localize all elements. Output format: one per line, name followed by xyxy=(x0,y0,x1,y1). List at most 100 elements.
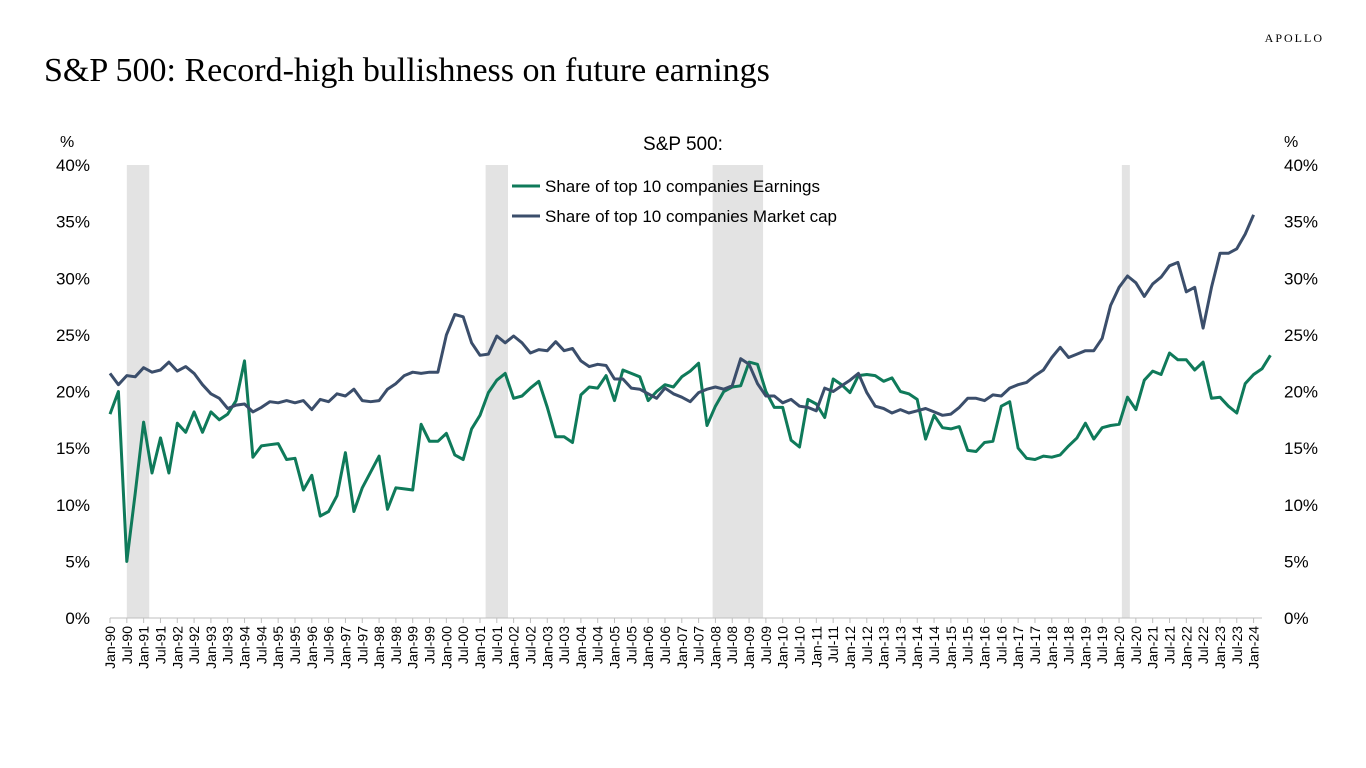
x-tick-label: Jan-11 xyxy=(808,626,824,668)
x-tick-label: Jul-12 xyxy=(859,626,875,664)
x-tick-label: Jul-11 xyxy=(825,626,841,663)
x-tick-label: Jul-93 xyxy=(220,626,236,664)
legend-label: Share of top 10 companies Market cap xyxy=(545,207,837,226)
y-axis-unit-left: % xyxy=(60,134,74,151)
x-tick-label: Jul-16 xyxy=(993,626,1009,664)
recession-band xyxy=(1121,165,1130,618)
y-tick-label-left: 25% xyxy=(56,326,90,345)
x-tick-label: Jul-00 xyxy=(455,626,471,664)
x-tick-label: Jan-02 xyxy=(506,626,522,669)
x-tick-label: Jul-14 xyxy=(926,626,942,664)
y-tick-label-left: 5% xyxy=(65,552,90,571)
x-tick-label: Jan-93 xyxy=(203,626,219,669)
x-tick-label: Jan-10 xyxy=(775,626,791,669)
x-tick-label: Jul-09 xyxy=(758,626,774,664)
x-tick-label: Jan-07 xyxy=(674,626,690,669)
x-tick-label: Jan-05 xyxy=(607,626,623,669)
x-tick-label: Jan-09 xyxy=(741,626,757,669)
x-tick-label: Jul-01 xyxy=(489,626,505,664)
x-tick-label: Jan-01 xyxy=(472,626,488,669)
page-title: S&P 500: Record-high bullishness on futu… xyxy=(44,52,770,89)
x-tick-label: Jul-96 xyxy=(321,626,337,664)
y-tick-label-right: 35% xyxy=(1284,213,1318,232)
y-tick-label-left: 10% xyxy=(56,496,90,515)
x-tick-label: Jan-03 xyxy=(539,626,555,669)
x-tick-label: Jan-90 xyxy=(102,626,118,669)
y-tick-label-right: 20% xyxy=(1284,383,1318,402)
recession-bands xyxy=(126,165,1130,618)
recession-band xyxy=(485,165,509,618)
legend: Share of top 10 companies Earnings Share … xyxy=(512,177,837,226)
x-tick-label: Jan-24 xyxy=(1246,626,1262,669)
y-tick-label-right: 10% xyxy=(1284,496,1318,515)
x-tick-label: Jan-17 xyxy=(1010,626,1026,669)
x-tick-label: Jan-23 xyxy=(1212,626,1228,669)
earnings-share-line xyxy=(108,351,1272,563)
x-tick-label: Jul-91 xyxy=(152,626,168,664)
x-tick-label: Jan-91 xyxy=(136,626,152,669)
x-tick-label: Jan-16 xyxy=(977,626,993,669)
x-tick-label: Jan-04 xyxy=(573,626,589,669)
x-tick-label: Jul-20 xyxy=(1128,626,1144,664)
y-tick-label-right: 25% xyxy=(1284,326,1318,345)
y-tick-label-left: 15% xyxy=(56,439,90,458)
x-tick-label: Jul-97 xyxy=(354,626,370,664)
y-tick-label-left: 35% xyxy=(56,213,90,232)
x-tick-label: Jan-20 xyxy=(1111,626,1127,669)
x-tick-label: Jul-90 xyxy=(119,626,135,664)
x-tick-label: Jan-95 xyxy=(270,626,286,669)
x-tick-label: Jul-92 xyxy=(186,626,202,664)
x-tick-label: Jul-04 xyxy=(590,626,606,664)
x-tick-label: Jul-21 xyxy=(1162,626,1178,664)
x-tick-label: Jul-17 xyxy=(1027,626,1043,664)
x-tick-label: Jan-13 xyxy=(876,626,892,669)
x-tick-label: Jan-12 xyxy=(842,626,858,669)
x-tick-label: Jul-13 xyxy=(892,626,908,664)
x-tick-label: Jan-22 xyxy=(1178,626,1194,669)
x-tick-label: Jul-08 xyxy=(724,626,740,664)
x-tick-label: Jan-96 xyxy=(304,626,320,669)
x-tick-label: Jul-18 xyxy=(1061,626,1077,664)
x-tick-label: Jan-99 xyxy=(405,626,421,669)
x-tick-label: Jul-05 xyxy=(623,626,639,664)
y-tick-label-left: 20% xyxy=(56,383,90,402)
x-tick-label: Jul-15 xyxy=(960,626,976,664)
series-lines xyxy=(108,214,1272,563)
x-tick-label: Jan-18 xyxy=(1044,626,1060,669)
x-tick-label: Jan-94 xyxy=(237,626,253,669)
y-axis-unit-right: % xyxy=(1284,134,1298,151)
y-tick-label-left: 0% xyxy=(65,609,90,628)
x-tick-label: Jul-23 xyxy=(1229,626,1245,664)
x-tick-label: Jan-08 xyxy=(707,626,723,669)
axes: 0% 0% 5% 5% 10% 10% 15% 15% 20% 20% 25% 25% 30% 30% 35… xyxy=(56,156,1318,669)
x-tick-label: Jul-02 xyxy=(522,626,538,664)
y-tick-label-right: 0% xyxy=(1284,609,1309,628)
x-tick-label: Jan-19 xyxy=(1077,626,1093,669)
x-tick-label: Jan-15 xyxy=(943,626,959,669)
market-cap-share-line xyxy=(108,214,1255,417)
brand-logo: APOLLO xyxy=(1264,31,1324,45)
x-tick-label: Jan-98 xyxy=(371,626,387,669)
x-tick-label: Jul-99 xyxy=(422,626,438,664)
y-tick-label-right: 5% xyxy=(1284,552,1309,571)
x-tick-label: Jan-06 xyxy=(640,626,656,669)
legend-label: Share of top 10 companies Earnings xyxy=(545,177,820,196)
y-tick-label-left: 40% xyxy=(56,156,90,175)
x-tick-label: Jul-19 xyxy=(1094,626,1110,664)
y-tick-label-right: 30% xyxy=(1284,269,1318,288)
x-tick-label: Jan-92 xyxy=(169,626,185,669)
x-tick-label: Jul-07 xyxy=(691,626,707,664)
recession-band xyxy=(712,165,764,618)
recession-band xyxy=(126,165,150,618)
x-tick-label: Jul-10 xyxy=(792,626,808,664)
x-tick-label: Jul-98 xyxy=(388,626,404,664)
y-tick-label-right: 40% xyxy=(1284,156,1318,175)
y-tick-label-left: 30% xyxy=(56,269,90,288)
x-tick-label: Jan-97 xyxy=(337,626,353,669)
y-tick-label-right: 15% xyxy=(1284,439,1318,458)
x-tick-label: Jan-21 xyxy=(1145,626,1161,669)
x-tick-label: Jul-94 xyxy=(253,626,269,664)
x-tick-label: Jul-06 xyxy=(657,626,673,664)
x-tick-label: Jul-03 xyxy=(556,626,572,664)
